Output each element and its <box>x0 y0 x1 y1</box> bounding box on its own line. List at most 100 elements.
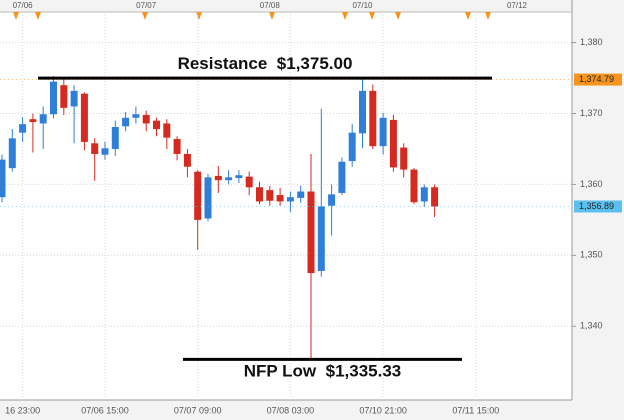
event-marker <box>395 12 401 20</box>
x-tick-label: 07/06 15:00 <box>81 405 129 415</box>
candle-body <box>194 171 202 220</box>
candle-body <box>297 191 305 198</box>
x-tick-label: 07/08 03:00 <box>267 405 315 415</box>
candle <box>29 113 37 153</box>
event-marker <box>269 12 275 20</box>
candle-body <box>225 177 233 181</box>
candle <box>297 185 305 203</box>
candle-body <box>204 177 212 219</box>
candle <box>0 154 6 203</box>
candle <box>50 75 57 119</box>
candle-body <box>183 153 191 167</box>
candle <box>132 106 140 124</box>
candle-body <box>70 90 78 107</box>
event-marker <box>485 12 491 20</box>
candle-body <box>256 187 263 202</box>
candle-body <box>122 117 130 127</box>
candle-body <box>80 93 88 142</box>
event-marker <box>342 12 348 20</box>
candle-body <box>286 197 294 202</box>
candle <box>142 110 150 132</box>
candle <box>400 143 408 178</box>
candle-body <box>50 81 57 115</box>
annotation-text: NFP Low $1,335.33 <box>244 362 402 381</box>
candle <box>359 77 366 149</box>
candle <box>369 84 377 149</box>
candle-body <box>369 90 377 147</box>
top-tick-label: 07/08 <box>260 1 281 10</box>
candle <box>307 153 315 360</box>
candle <box>39 106 47 149</box>
price-tag <box>574 73 622 86</box>
event-marker <box>465 12 471 20</box>
candle <box>70 85 78 144</box>
event-marker <box>35 12 41 20</box>
candle-body <box>163 123 171 138</box>
candle <box>91 138 99 181</box>
event-marker <box>142 12 148 20</box>
candle-body <box>410 169 418 203</box>
x-tick-label: 07/07 09:00 <box>174 405 222 415</box>
top-axis-strip <box>0 0 624 12</box>
candle-body <box>153 120 160 130</box>
candle-body <box>39 114 47 124</box>
candle <box>245 171 253 196</box>
candle <box>19 117 27 142</box>
candle-body <box>420 187 428 202</box>
y-tick-label: 1,340 <box>580 321 603 331</box>
top-tick-label: 07/06 <box>13 1 34 10</box>
y-tick-label: 1,350 <box>580 250 603 260</box>
candle-body <box>338 161 346 193</box>
annotation-title: NFP Low <box>244 362 317 381</box>
candle <box>173 136 181 161</box>
y-tick-label: 1,360 <box>580 179 603 189</box>
candle <box>338 157 346 196</box>
candle <box>410 168 418 205</box>
candle-body <box>317 206 325 271</box>
annotation-text: Resistance $1,375.00 <box>178 55 353 74</box>
candle <box>214 166 222 193</box>
candle-body <box>400 147 408 170</box>
event-marker <box>196 12 202 20</box>
candle-body <box>359 90 366 134</box>
candle-body <box>0 159 6 198</box>
y-tick-label: 1,380 <box>580 37 603 47</box>
candle <box>122 112 130 132</box>
candle-body <box>389 119 397 168</box>
candle-body <box>328 194 336 206</box>
top-tick-label: 07/12 <box>507 1 528 10</box>
candle-body <box>19 124 27 133</box>
candle <box>389 114 397 172</box>
annotation-title: Resistance <box>178 55 268 74</box>
candle <box>60 79 68 115</box>
candle-body <box>266 190 274 201</box>
candle <box>183 148 191 178</box>
price-tag <box>574 200 622 213</box>
candle-body <box>91 143 99 154</box>
candle <box>286 191 294 213</box>
candle <box>420 184 428 208</box>
x-tick-label: 16 23:00 <box>5 405 40 415</box>
candle <box>276 187 284 206</box>
candle <box>8 129 16 172</box>
candle <box>101 141 109 160</box>
bottom-axis-strip <box>0 400 624 420</box>
candle <box>266 185 274 206</box>
candle <box>328 184 336 236</box>
annotation-value: $1,335.33 <box>326 362 402 381</box>
candle <box>194 170 202 250</box>
y-tick-label: 1,370 <box>580 108 603 118</box>
candle-body <box>173 139 181 154</box>
candle <box>204 173 212 222</box>
price-tag-label: 1,374.79 <box>579 74 614 84</box>
candle-body <box>235 175 243 179</box>
x-tick-label: 07/10 21:00 <box>359 405 407 415</box>
candle-body <box>276 195 284 202</box>
top-tick-label: 07/07 <box>136 1 157 10</box>
candle <box>256 181 263 205</box>
candle <box>235 170 243 184</box>
candle-body <box>142 114 150 124</box>
candle-body <box>245 176 253 188</box>
candle-body <box>214 175 222 181</box>
candle-body <box>132 114 140 118</box>
